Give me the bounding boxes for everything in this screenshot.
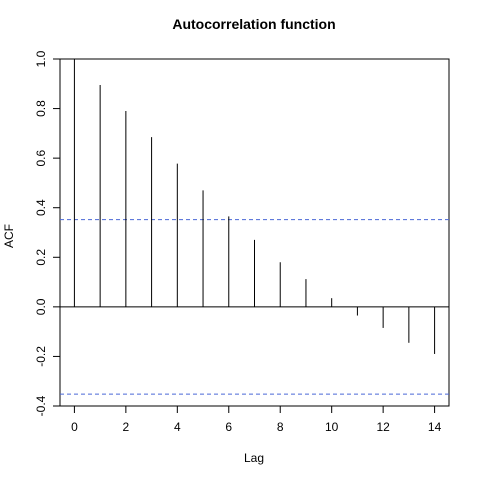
y-tick-label: 0.6	[34, 149, 48, 166]
y-tick-label: 0.4	[34, 199, 48, 216]
y-tick-label: -0.4	[34, 395, 48, 416]
plot-frame	[59, 58, 450, 407]
y-tick-label: 0.8	[34, 100, 48, 117]
y-tick-label: 0.2	[34, 249, 48, 266]
y-tick-label: 0.0	[34, 298, 48, 315]
x-axis: 0 2 4 6 8 10 12 14	[71, 406, 442, 434]
y-tick-label: -0.2	[34, 346, 48, 367]
acf-spikes	[73, 59, 436, 354]
x-axis-label: Lag	[244, 451, 264, 465]
y-tick-label: 1.0	[34, 50, 48, 67]
x-tick-label: 0	[71, 420, 78, 434]
confidence-bounds	[60, 219, 449, 395]
x-tick-label: 12	[376, 420, 390, 434]
x-tick-label: 2	[123, 420, 130, 434]
y-axis-label: ACF	[2, 224, 16, 248]
chart-title: Autocorrelation function	[172, 16, 335, 32]
x-tick-label: 6	[225, 420, 232, 434]
y-axis: -0.4 -0.2 0.0 0.2 0.4 0.6 0.8 1.0	[34, 50, 60, 416]
x-tick-label: 14	[428, 420, 442, 434]
x-tick-label: 8	[277, 420, 284, 434]
x-tick-label: 10	[325, 420, 339, 434]
x-tick-label: 4	[174, 420, 181, 434]
